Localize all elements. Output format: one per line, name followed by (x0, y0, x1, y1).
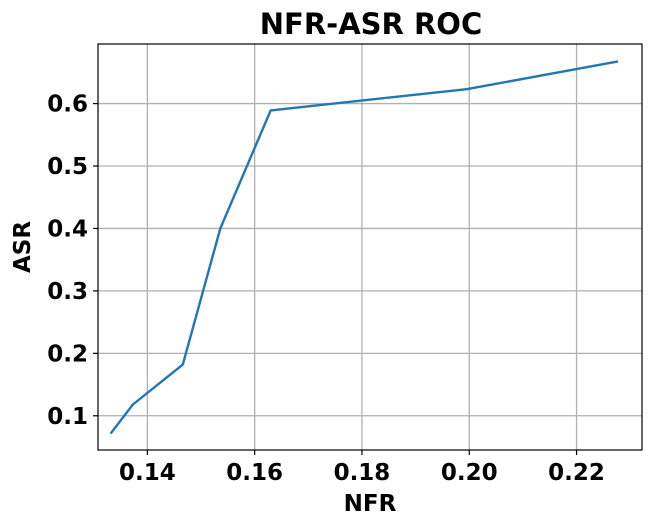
y-tick-label: 0.2 (47, 341, 88, 367)
x-tick-label: 0.18 (334, 460, 391, 486)
y-ticks: 0.1 0.2 0.3 0.4 0.5 0.6 (47, 92, 98, 430)
x-axis-label: NFR (344, 491, 397, 517)
x-tick-label: 0.14 (119, 460, 176, 486)
chart-title: NFR-ASR ROC (260, 7, 482, 41)
x-tick-label: 0.22 (548, 460, 605, 486)
y-tick-label: 0.5 (47, 154, 88, 180)
grid-lines (98, 44, 642, 450)
x-ticks: 0.14 0.16 0.18 0.20 0.22 (119, 450, 605, 486)
series-layer (109, 60, 619, 435)
y-tick-label: 0.1 (47, 404, 88, 430)
y-tick-label: 0.6 (47, 92, 88, 118)
y-tick-label: 0.4 (47, 216, 88, 242)
y-axis-label: ASR (10, 221, 36, 273)
series-line (109, 60, 619, 435)
x-tick-label: 0.16 (226, 460, 283, 486)
plot-frame (97, 43, 643, 451)
x-tick-label: 0.20 (441, 460, 498, 486)
y-tick-label: 0.3 (47, 279, 88, 305)
